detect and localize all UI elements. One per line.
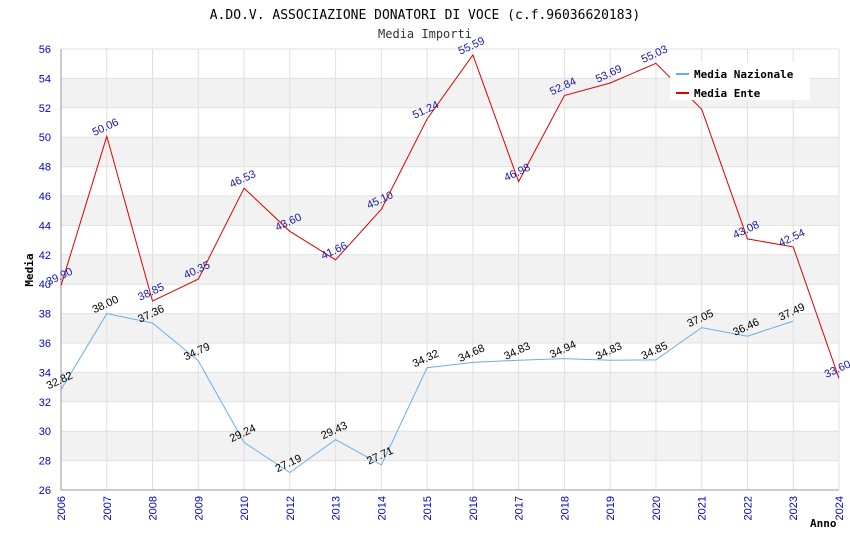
series-lines [60,53,840,474]
x-tick-label: 2024 [834,496,846,520]
x-tick-label: 2010 [239,496,251,520]
data-label: 38.00 [91,294,121,317]
y-tick-label: 32 [39,397,51,409]
x-tick-label: 2022 [742,496,754,520]
x-tick-label: 2013 [331,496,343,520]
plot-background-bands [61,78,839,461]
x-tick-label: 2015 [422,496,434,520]
x-tick-label: 2009 [193,496,205,520]
y-tick-label: 52 [39,103,51,115]
y-tick-label: 38 [39,309,51,321]
y-tick-label: 44 [39,220,51,232]
y-tick-label: 48 [39,162,51,174]
x-tick-label: 2020 [651,496,663,520]
x-tick-label: 2017 [514,496,526,520]
data-label: 34.83 [594,340,624,363]
legend-box [670,62,810,100]
x-tick-label: 2021 [697,496,709,520]
y-tick-label: 46 [39,191,51,203]
series-line-media-ente [60,53,840,379]
y-tick-label: 42 [39,250,51,262]
y-tick-label: 54 [39,73,51,85]
x-tick-label: 2007 [102,496,114,520]
grid-band [61,313,839,343]
y-tick-label: 26 [39,485,51,497]
y-tick-label: 30 [39,426,51,438]
chart-subtitle: Media Importi [378,27,472,41]
x-tick-label: 2016 [468,496,480,520]
series-line-media-nazionale [60,313,794,474]
x-tick-label: 2019 [605,496,617,520]
x-tick-label: 2008 [148,496,160,520]
y-tick-label: 36 [39,338,51,350]
grid-band [61,254,839,285]
data-label: 50.06 [91,116,121,139]
x-tick-label: 2018 [559,496,571,520]
grid-band [61,372,839,402]
data-label: 34.83 [502,340,532,363]
y-axis-label: Media [23,253,36,286]
grid-band [61,196,839,226]
x-tick-label: 2012 [285,496,297,520]
gridlines [60,48,840,491]
y-tick-label: 40 [39,279,51,291]
legend-label: Media Ente [694,87,761,100]
x-tick-label: 2014 [376,496,388,520]
y-tick-label: 34 [39,367,51,379]
chart-title: A.DO.V. ASSOCIAZIONE DONATORI DI VOCE (c… [210,8,640,23]
data-label: 55.03 [640,43,670,66]
grid-band [61,137,839,167]
legend-label: Media Nazionale [694,68,794,81]
y-tick-labels: 26 28 30 32 34 36 38 40 42 44 46 48 50 52 54 56 [39,44,51,497]
x-tick-label: 2023 [788,496,800,520]
y-tick-label: 56 [39,44,51,56]
y-tick-label: 50 [39,132,51,144]
x-axis-label: Anno [810,517,837,530]
grid-band [61,431,839,461]
x-tick-label: 2006 [56,496,68,520]
legend: Media Nazionale Media Ente [670,62,810,100]
y-tick-label: 28 [39,456,51,468]
x-tick-labels: 2006 2007 2008 2009 2010 2012 2013 2014 2015 2016… [56,496,846,520]
data-label: 46.53 [228,168,258,191]
data-label: 42.54 [777,227,807,250]
data-label: 39.90 [45,266,75,289]
axes [60,49,839,491]
